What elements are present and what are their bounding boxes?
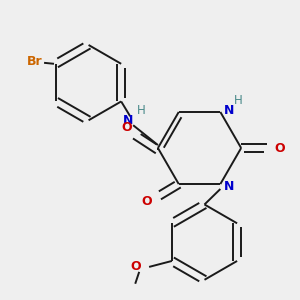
Text: O: O: [142, 195, 152, 208]
Text: N: N: [224, 179, 235, 193]
Text: N: N: [123, 114, 134, 127]
Text: H: H: [234, 94, 243, 106]
Text: O: O: [121, 121, 131, 134]
Text: N: N: [224, 103, 235, 116]
Text: O: O: [274, 142, 285, 154]
Text: O: O: [130, 260, 141, 273]
Text: Br: Br: [26, 55, 42, 68]
Text: H: H: [137, 104, 146, 117]
